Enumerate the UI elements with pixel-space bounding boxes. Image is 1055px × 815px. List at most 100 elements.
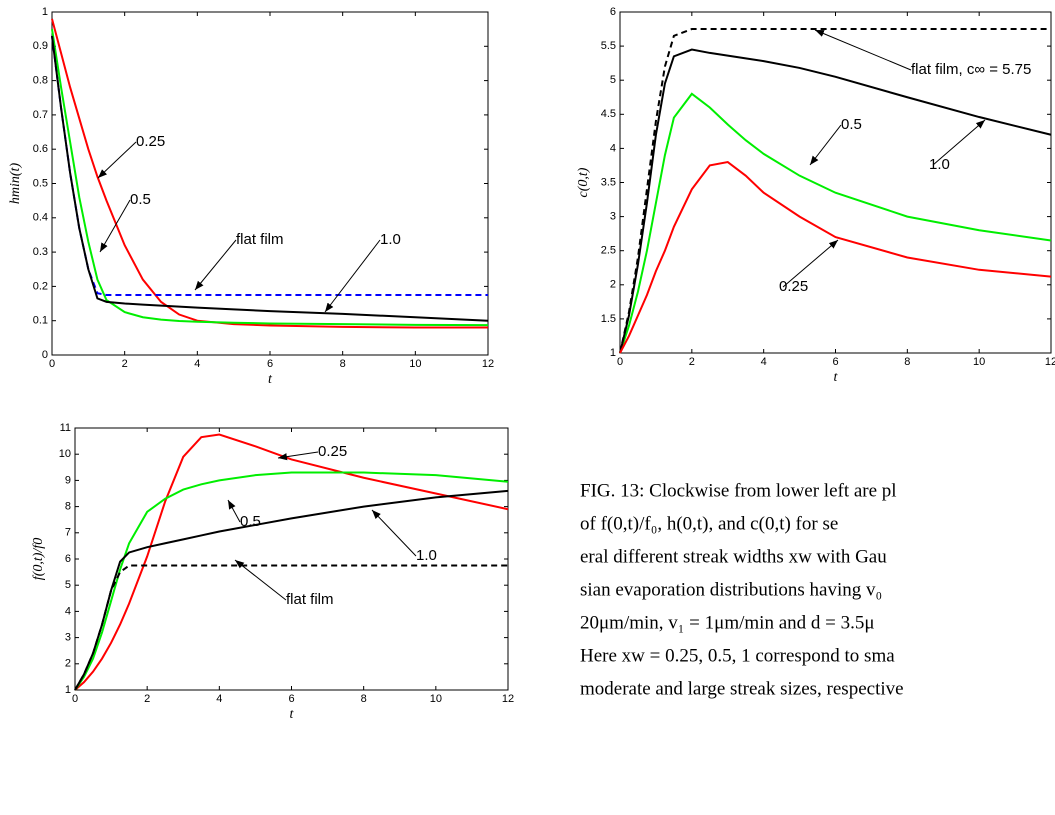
caption-line: eral different streak widths xw with Gau [580, 546, 887, 567]
y-tick-label: 5 [65, 579, 71, 591]
annotation: 1.0 [380, 231, 401, 248]
y-tick-label: 3.5 [601, 176, 616, 188]
caption-line: sian evaporation distributions having v₀ [580, 579, 882, 600]
caption-line: moderate and large streak sizes, respect… [580, 678, 904, 699]
series-line [51, 35, 489, 322]
annotation-arrow [97, 141, 137, 179]
annotation-arrow [324, 239, 381, 313]
annotation: flat film [236, 231, 284, 248]
x-tick-label: 4 [216, 693, 222, 705]
x-tick-label: 6 [267, 358, 273, 370]
series-line [51, 18, 488, 329]
annotation: 0.5 [130, 191, 151, 208]
x-axis-label: t [290, 707, 295, 722]
y-tick-label: 0.5 [33, 177, 48, 189]
x-tick-label: 6 [832, 356, 838, 368]
annotation-arrow [99, 199, 131, 253]
y-tick-label: 10 [59, 448, 71, 460]
annotation: flat film, c∞ = 5.75 [911, 61, 1031, 78]
y-tick-label: 1 [610, 347, 616, 359]
y-tick-label: 2 [610, 279, 616, 291]
annotation-arrow [277, 451, 319, 461]
y-tick-label: 11 [60, 422, 71, 434]
x-tick-label: 2 [144, 693, 150, 705]
y-tick-label: 3 [610, 211, 616, 223]
y-tick-label: 8 [65, 501, 71, 513]
y-tick-label: 5.5 [601, 40, 616, 52]
y-tick-label: 6 [610, 6, 616, 18]
y-axis-label: hmin(t) [8, 163, 23, 205]
y-tick-label: 0 [42, 349, 48, 361]
annotation: 0.5 [841, 116, 862, 133]
caption-line: 20μm/min, v₁ = 1μm/min and d = 3.5μ [580, 612, 875, 633]
y-tick-label: 0.7 [33, 109, 48, 121]
y-tick-label: 4 [65, 605, 71, 617]
series-line [74, 564, 508, 691]
annotation-arrow [932, 119, 986, 166]
y-tick-label: 9 [65, 474, 71, 486]
series-line [51, 28, 489, 327]
x-tick-label: 6 [288, 693, 294, 705]
series-line [619, 92, 1052, 354]
annotation: 1.0 [416, 547, 437, 564]
plot-area [51, 11, 489, 356]
x-tick-label: 8 [904, 356, 910, 368]
x-tick-label: 10 [973, 356, 985, 368]
y-tick-label: 5 [610, 74, 616, 86]
annotation: flat film [286, 591, 334, 608]
annotation: 0.25 [318, 443, 347, 460]
annotation-arrow [371, 509, 417, 557]
y-tick-label: 0.8 [33, 75, 48, 87]
y-tick-label: 4.5 [601, 108, 616, 120]
caption-line: Here xw = 0.25, 0.5, 1 correspond to sma [580, 645, 895, 666]
x-tick-label: 0 [49, 358, 55, 370]
y-tick-label: 0.4 [33, 212, 48, 224]
annotation-arrow [234, 559, 287, 601]
x-tick-label: 4 [194, 358, 200, 370]
y-axis-label: c(0,t) [576, 167, 591, 197]
series-line [74, 433, 509, 691]
y-tick-label: 1 [65, 684, 71, 696]
x-tick-label: 10 [430, 693, 442, 705]
annotation-arrow [782, 239, 839, 288]
y-tick-label: 0.6 [33, 143, 48, 155]
y-tick-label: 0.9 [33, 40, 48, 52]
caption-line: FIG. 13: Clockwise from lower left are p… [580, 480, 897, 501]
series-line [74, 471, 509, 691]
plot-area [619, 11, 1052, 354]
y-tick-label: 3 [65, 632, 71, 644]
x-tick-label: 4 [761, 356, 767, 368]
x-tick-label: 2 [689, 356, 695, 368]
series-line [619, 28, 1051, 354]
x-tick-label: 10 [409, 358, 421, 370]
series-line [619, 160, 1052, 354]
x-tick-label: 2 [122, 358, 128, 370]
y-tick-label: 0.1 [33, 315, 48, 327]
x-tick-label: 0 [72, 693, 78, 705]
x-tick-label: 12 [482, 358, 494, 370]
annotation-arrow [814, 29, 912, 71]
caption-line: of f(0,t)/f₀, h(0,t), and c(0,t) for se [580, 513, 838, 534]
annotation-arrow [227, 499, 241, 523]
y-tick-label: 7 [65, 527, 71, 539]
y-axis-label: f(0,t)/f0 [31, 538, 46, 580]
x-axis-label: t [268, 372, 273, 387]
y-tick-label: 2.5 [601, 245, 616, 257]
x-tick-label: 8 [340, 358, 346, 370]
x-tick-label: 8 [361, 693, 367, 705]
annotation: 0.25 [136, 133, 165, 150]
y-tick-label: 2 [65, 658, 71, 670]
series-line [619, 48, 1052, 354]
x-tick-label: 12 [502, 693, 514, 705]
annotation-arrow [809, 124, 842, 166]
y-tick-label: 1 [42, 6, 48, 18]
y-tick-label: 6 [65, 553, 71, 565]
y-tick-label: 1.5 [601, 313, 616, 325]
x-axis-label: t [834, 370, 839, 385]
plot-area [74, 427, 509, 691]
y-tick-label: 4 [610, 142, 616, 154]
y-tick-label: 0.2 [33, 280, 48, 292]
y-tick-label: 0.3 [33, 246, 48, 258]
annotation-arrow [194, 239, 237, 291]
